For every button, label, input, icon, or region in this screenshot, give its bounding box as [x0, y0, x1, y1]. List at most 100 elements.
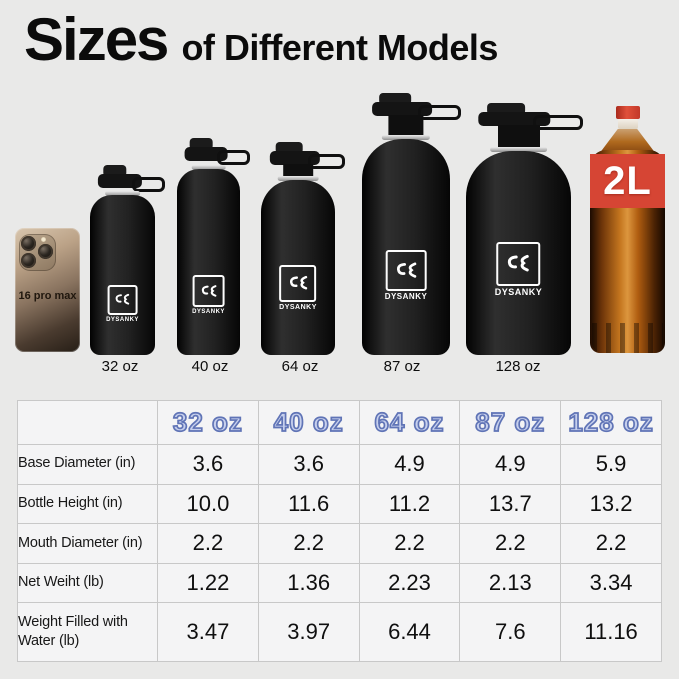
table-cell: 2.23 — [358, 562, 461, 604]
bottle-size-caption: 64 oz — [281, 358, 319, 375]
table-row: Net Weiht (lb) 1.22 1.36 2.23 2.13 3.34 — [17, 562, 662, 604]
table-row: Weight Filled with Water (lb) 3.47 3.97 … — [17, 602, 662, 662]
bottle-handle-icon — [131, 177, 165, 192]
cola-shoulder — [600, 129, 655, 152]
bottle-lid-icon — [478, 112, 550, 126]
title-main: Sizes — [24, 6, 169, 73]
spec-table: 32 oz 40 oz 64 oz 87 oz 128 oz Base Diam… — [17, 400, 662, 662]
table-cell: 1.36 — [257, 562, 360, 604]
table-cell: 13.2 — [560, 483, 662, 525]
bottle-body — [362, 139, 450, 355]
bottle-thread-ring-icon — [381, 135, 431, 140]
bottle-body — [261, 180, 335, 355]
bottle-thread-ring-icon — [489, 147, 548, 152]
table-cell: 2.2 — [560, 523, 662, 564]
title-suffix: of Different Models — [181, 27, 498, 68]
bottle-handle-icon — [217, 150, 250, 165]
brand-name: DYSANKY — [494, 287, 543, 297]
table-cell: 3.47 — [157, 602, 259, 662]
camera-lens-icon — [38, 244, 53, 259]
brand-name: DYSANKY — [192, 309, 225, 315]
table-cell: 2.2 — [358, 523, 461, 564]
bottle-body — [177, 169, 240, 355]
bottle-size-caption: 32 oz — [101, 358, 139, 375]
cola-volume-label: 2L — [603, 158, 652, 203]
table-cell: 4.9 — [358, 444, 461, 485]
bottle-handle-icon — [533, 115, 584, 130]
column-header-32oz: 32 oz — [157, 400, 259, 445]
bottle-87oz-image: DYSANKY — [362, 93, 462, 355]
table-corner-cell — [17, 400, 158, 445]
table-cell: 4.9 — [459, 444, 562, 485]
phone-label: 16 pro max — [18, 290, 77, 302]
table-cell: 2.2 — [459, 523, 562, 564]
dysanky-logo-icon — [107, 285, 138, 315]
table-cell: 7.6 — [459, 602, 562, 662]
dysanky-logo-icon — [496, 242, 541, 286]
bottle-size-caption: 40 oz — [191, 358, 229, 375]
table-cell: 1.22 — [157, 562, 259, 604]
table-cell: 6.44 — [358, 602, 461, 662]
cola-flutes — [592, 323, 663, 353]
column-header-128oz: 128 oz — [560, 400, 662, 445]
bottle-neck — [388, 115, 424, 137]
bottle-lid-icon — [372, 102, 433, 116]
dysanky-logo-icon — [192, 275, 225, 307]
row-label-net-weight: Net Weiht (lb) — [17, 562, 158, 604]
brand-logo: DYSANKY — [495, 242, 543, 297]
brand-logo: DYSANKY — [385, 250, 428, 301]
bottle-size-caption: 87 oz — [383, 358, 421, 375]
brand-logo: DYSANKY — [279, 265, 317, 311]
bottle-size-caption: 128 oz — [495, 358, 541, 375]
bottle-neck — [283, 164, 313, 178]
table-row: Bottle Height (in) 10.0 11.6 11.2 13.7 1… — [17, 483, 662, 525]
bottle-lid-icon — [189, 138, 213, 148]
table-cell: 5.9 — [560, 444, 662, 485]
brand-name: DYSANKY — [106, 317, 139, 323]
table-header-row: 32 oz 40 oz 64 oz 87 oz 128 oz — [17, 400, 662, 445]
bottle-body — [466, 151, 571, 355]
cola-neck — [617, 119, 638, 129]
brand-logo: DYSANKY — [192, 275, 225, 315]
phone-camera-icon — [19, 234, 56, 271]
bottle-64oz-image: DYSANKY — [261, 142, 346, 355]
camera-lens-icon — [21, 253, 36, 268]
cola-label: 2L — [590, 154, 665, 208]
bottle-lid-icon — [184, 147, 228, 161]
product-lineup: 16 pro max DYSANKY — [15, 93, 665, 375]
brand-name: DYSANKY — [384, 292, 428, 301]
row-label-bottle-height: Bottle Height (in) — [17, 483, 158, 525]
bottle-thread-ring-icon — [277, 176, 319, 181]
cola-2l-image: 2L — [590, 106, 665, 353]
bottle-body — [90, 195, 155, 355]
bottle-32oz-image: DYSANKY — [90, 165, 165, 355]
bottle-handle-icon — [418, 105, 462, 120]
dysanky-logo-icon — [385, 250, 427, 291]
table-cell: 3.6 — [157, 444, 259, 485]
bottle-lid-icon — [97, 174, 142, 188]
camera-lens-icon — [21, 236, 36, 251]
table-cell: 10.0 — [157, 483, 259, 525]
row-label-base-diameter: Base Diameter (in) — [17, 444, 158, 485]
bottle-40oz-image: DYSANKY — [177, 138, 250, 355]
table-cell: 3.97 — [257, 602, 360, 662]
table-cell: 2.2 — [157, 523, 259, 564]
table-row: Base Diameter (in) 3.6 3.6 4.9 4.9 5.9 — [17, 444, 662, 485]
bottle-handle-icon — [308, 154, 346, 169]
bottle-thread-ring-icon — [191, 165, 226, 170]
table-cell: 13.7 — [459, 483, 562, 525]
camera-flash-icon — [41, 237, 46, 242]
row-label-filled-weight: Weight Filled with Water (lb) — [17, 602, 158, 662]
table-cell: 3.6 — [257, 444, 360, 485]
table-cell: 2.2 — [257, 523, 360, 564]
table-row: Mouth Diameter (in) 2.2 2.2 2.2 2.2 2.2 — [17, 523, 662, 564]
table-cell: 11.2 — [358, 483, 461, 525]
column-header-64oz: 64 oz — [358, 400, 461, 445]
bottle-thread-ring-icon — [104, 191, 141, 196]
brand-logo: DYSANKY — [106, 285, 139, 323]
bottle-lid-icon — [379, 93, 412, 103]
table-cell: 11.6 — [257, 483, 360, 525]
cola-cap-icon — [615, 106, 640, 119]
table-cell: 11.16 — [560, 602, 662, 662]
